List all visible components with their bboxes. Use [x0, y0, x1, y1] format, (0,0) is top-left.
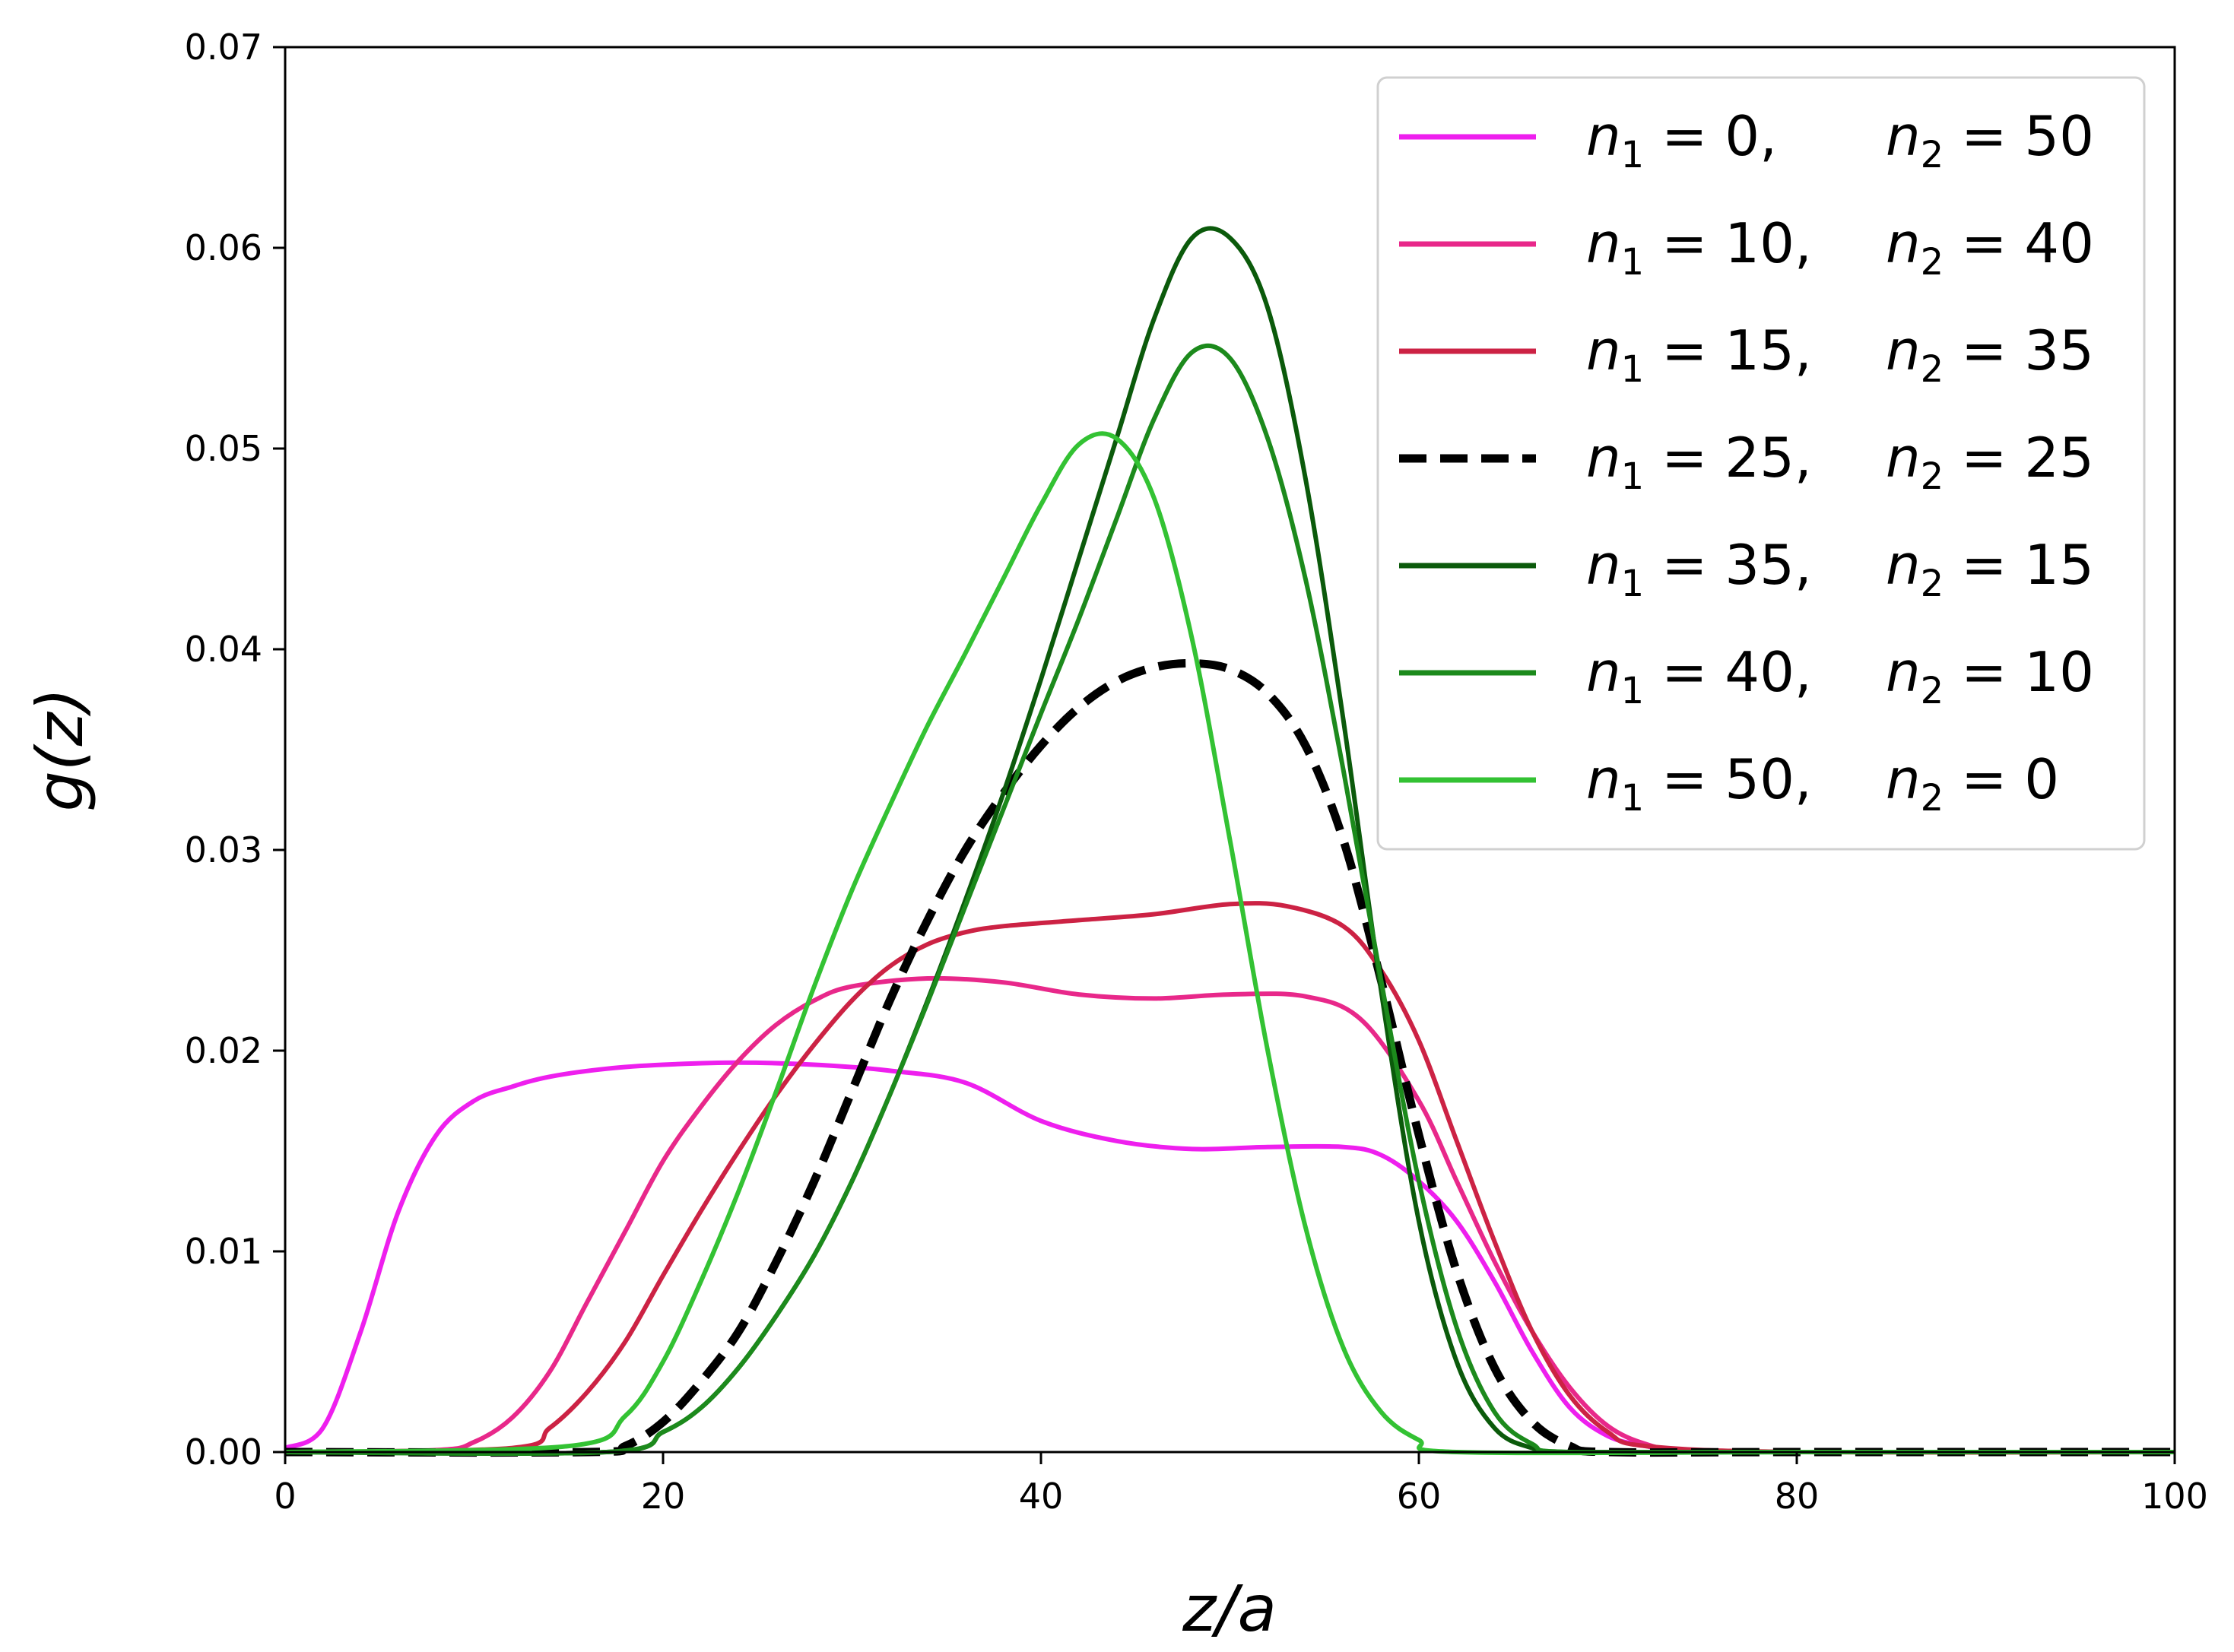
plot-area [284, 226, 2175, 1457]
x-tick-label: 20 [641, 1476, 686, 1517]
legend-frame [1376, 76, 2146, 851]
x-axis: 0 20 40 60 80 100 [274, 1452, 2208, 1517]
x-tick-label: 60 [1397, 1476, 1442, 1517]
legend-label-5: n1 = 40, n2 = 10 [1586, 640, 2094, 712]
x-tick-label: 0 [274, 1476, 296, 1517]
legend-label-4: n1 = 35, n2 = 15 [1586, 533, 2094, 605]
series-line-5 [284, 344, 2175, 1456]
x-tick-label: 40 [1019, 1476, 1064, 1517]
y-tick-label: 0.00 [185, 1432, 262, 1473]
y-tick-label: 0.06 [185, 227, 262, 268]
y-tick-label: 0.01 [185, 1231, 262, 1272]
legend: n1 = 0, n2 = 50 n1 = 10, n2 = 40 n1 = 15, n2 … [1376, 76, 2146, 851]
x-axis-label: z/a [1182, 1571, 1277, 1646]
series-line-1 [284, 975, 2175, 1455]
legend-label-6: n1 = 50, n2 = 0 [1586, 747, 2059, 820]
series-line-3 [284, 658, 2175, 1457]
legend-label-1: n1 = 10, n2 = 40 [1586, 211, 2094, 284]
series-line-2 [284, 901, 2175, 1455]
legend-label-0: n1 = 0, n2 = 50 [1586, 104, 2094, 176]
x-tick-label: 80 [1775, 1476, 1820, 1517]
axes-frame [284, 46, 2176, 1454]
y-axis-label: g(z) [23, 688, 97, 812]
legend-label-3: n1 = 25, n2 = 25 [1586, 426, 2094, 498]
y-tick-label: 0.07 [185, 27, 262, 68]
y-tick-label: 0.05 [185, 428, 262, 469]
y-axis: 0.00 0.01 0.02 0.03 0.04 0.05 0.06 0.07 [185, 27, 285, 1473]
x-tick-label: 100 [2141, 1476, 2208, 1517]
y-tick-label: 0.03 [185, 829, 262, 870]
legend-label-2: n1 = 15, n2 = 35 [1586, 319, 2094, 391]
series-line-6 [284, 431, 2175, 1456]
y-tick-label: 0.02 [185, 1030, 262, 1071]
y-tick-label: 0.04 [185, 629, 262, 670]
